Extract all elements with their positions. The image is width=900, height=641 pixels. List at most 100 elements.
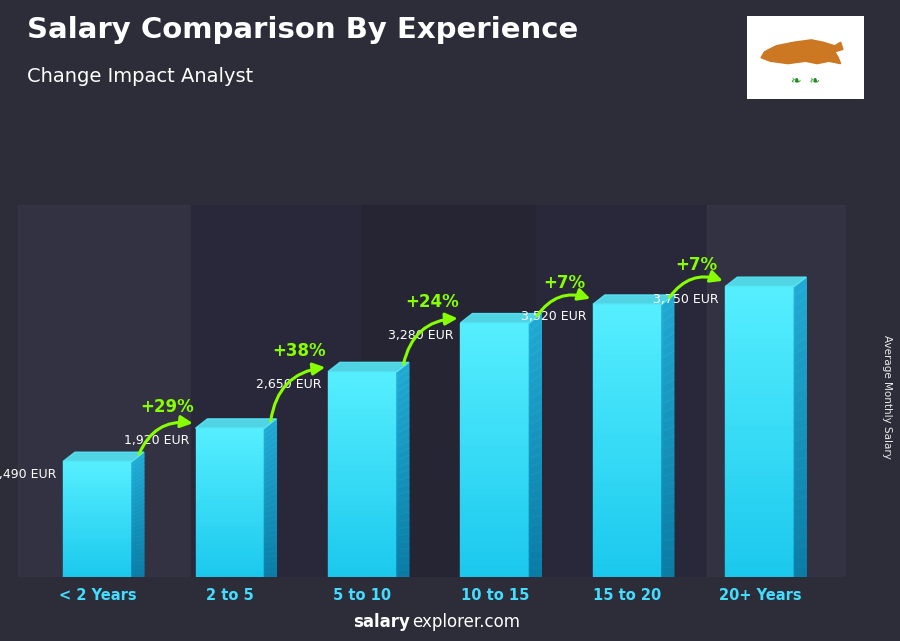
Bar <box>195 547 265 551</box>
Bar <box>195 458 265 462</box>
Polygon shape <box>662 333 674 350</box>
Polygon shape <box>529 401 541 416</box>
Bar <box>328 526 397 531</box>
Text: +24%: +24% <box>405 293 458 311</box>
Polygon shape <box>529 384 541 399</box>
Bar <box>461 494 529 501</box>
Polygon shape <box>529 560 541 569</box>
Bar <box>63 542 132 545</box>
Bar <box>725 424 795 431</box>
Bar <box>461 424 529 431</box>
Bar <box>725 301 795 308</box>
Text: Average Monthly Salary: Average Monthly Salary <box>881 335 892 460</box>
Bar <box>461 526 529 533</box>
Bar <box>63 502 132 504</box>
Polygon shape <box>132 531 144 538</box>
Bar <box>461 570 529 577</box>
Polygon shape <box>265 440 276 453</box>
Bar <box>593 386 662 393</box>
Polygon shape <box>662 389 674 404</box>
Polygon shape <box>529 551 541 560</box>
Bar <box>328 505 397 510</box>
Bar <box>593 481 662 488</box>
Bar <box>725 323 795 330</box>
Bar <box>63 571 132 574</box>
Bar <box>725 570 795 577</box>
Polygon shape <box>662 304 674 322</box>
Bar <box>195 469 265 473</box>
Polygon shape <box>132 481 144 492</box>
Polygon shape <box>132 456 144 469</box>
Polygon shape <box>397 412 409 426</box>
Bar <box>593 318 662 325</box>
Bar <box>195 551 265 554</box>
Bar <box>63 464 132 467</box>
Polygon shape <box>265 498 276 508</box>
Bar <box>461 354 529 361</box>
Polygon shape <box>132 573 144 577</box>
Bar <box>725 359 795 366</box>
Polygon shape <box>132 552 144 558</box>
Bar <box>63 504 132 508</box>
Polygon shape <box>795 507 806 519</box>
Polygon shape <box>662 520 674 531</box>
Bar <box>63 470 132 473</box>
Polygon shape <box>529 480 541 492</box>
Bar <box>328 495 397 500</box>
Bar <box>195 554 265 558</box>
Bar <box>328 490 397 495</box>
Bar <box>63 574 132 577</box>
Polygon shape <box>265 556 276 562</box>
Polygon shape <box>529 331 541 348</box>
Text: 3,520 EUR: 3,520 EUR <box>521 310 586 324</box>
Polygon shape <box>265 435 276 448</box>
Polygon shape <box>397 570 409 577</box>
Polygon shape <box>397 427 409 440</box>
Bar <box>593 413 662 420</box>
Bar <box>195 517 265 521</box>
Bar <box>328 541 397 546</box>
Polygon shape <box>265 482 276 493</box>
Bar <box>328 449 397 454</box>
Bar <box>195 521 265 525</box>
Bar <box>195 513 265 517</box>
Bar <box>63 556 132 560</box>
Polygon shape <box>529 437 541 450</box>
Bar <box>593 325 662 331</box>
Polygon shape <box>662 549 674 559</box>
Polygon shape <box>397 362 409 378</box>
Polygon shape <box>795 457 806 470</box>
Bar <box>190 205 363 577</box>
Bar <box>328 372 397 377</box>
Bar <box>63 493 132 496</box>
Bar <box>63 519 132 522</box>
Bar <box>328 572 397 577</box>
Polygon shape <box>132 506 144 515</box>
Polygon shape <box>132 452 144 465</box>
Bar <box>195 525 265 529</box>
Bar <box>593 488 662 495</box>
Polygon shape <box>397 527 409 536</box>
Polygon shape <box>662 492 674 504</box>
Bar <box>593 400 662 406</box>
Bar <box>725 287 795 294</box>
Polygon shape <box>795 487 806 499</box>
Bar <box>195 488 265 492</box>
Bar <box>63 476 132 479</box>
Polygon shape <box>795 367 806 383</box>
Bar <box>328 546 397 551</box>
Bar <box>18 205 190 577</box>
Polygon shape <box>265 466 276 478</box>
Bar <box>328 459 397 464</box>
Bar <box>63 479 132 481</box>
Polygon shape <box>795 417 806 431</box>
Text: +38%: +38% <box>273 342 326 360</box>
Polygon shape <box>529 392 541 408</box>
Bar <box>461 431 529 437</box>
Bar <box>461 335 529 342</box>
Polygon shape <box>132 460 144 473</box>
Bar <box>63 525 132 528</box>
Bar <box>328 479 397 485</box>
Bar <box>725 417 795 424</box>
Polygon shape <box>265 503 276 512</box>
